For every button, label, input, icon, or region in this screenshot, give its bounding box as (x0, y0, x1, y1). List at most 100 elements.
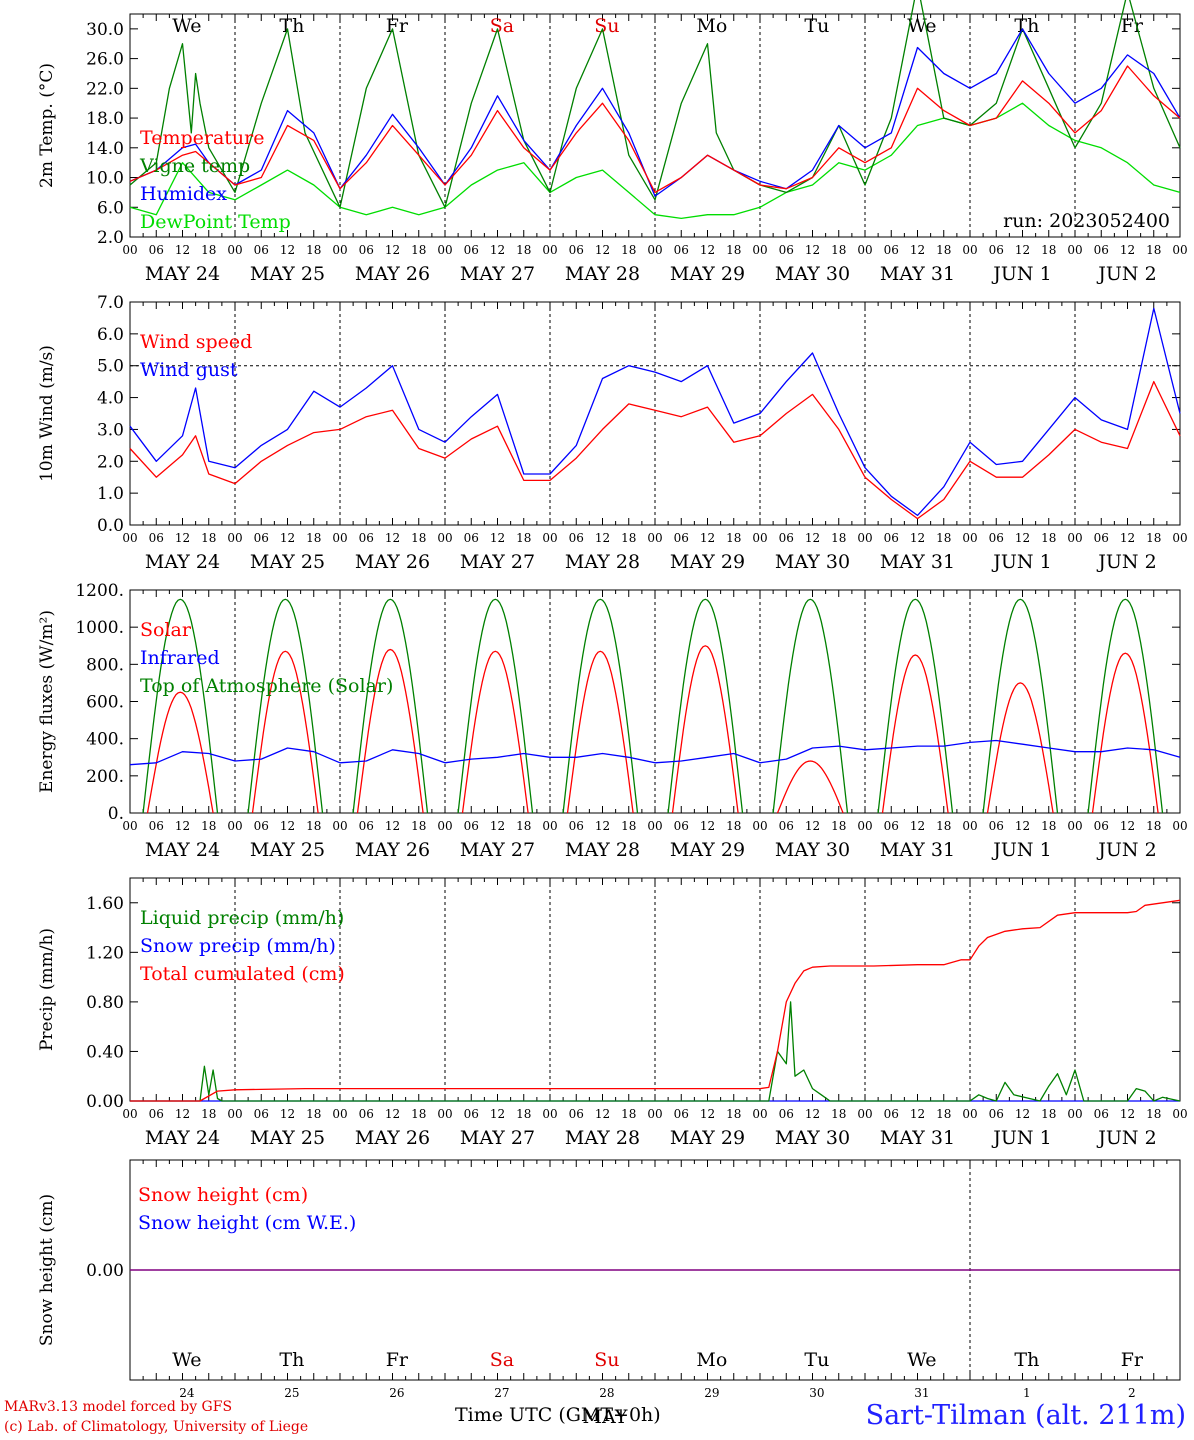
x-date-label: MAY 28 (565, 263, 640, 285)
x-hour-tick-label: 12 (700, 819, 715, 833)
x-hour-tick-label: 00 (437, 819, 452, 833)
panel-frame (129, 301, 1181, 526)
x-hour-tick-label: 06 (569, 1107, 584, 1121)
panel-frame (129, 589, 1181, 814)
legend-infrared: Infrared (140, 647, 220, 669)
x-hour-tick-label: 18 (621, 1107, 636, 1121)
x-hour-tick-label: 06 (884, 243, 899, 257)
x-date-label: MAY 27 (460, 263, 535, 285)
y-axis-label: Precip (mm/h) (37, 928, 57, 1051)
x-date-label: MAY 25 (250, 1127, 325, 1149)
x-hour-tick-label: 18 (936, 1107, 951, 1121)
y-tick-label: 10.0 (86, 169, 124, 189)
legend-snow-height-cm-: Snow height (cm) (138, 1184, 308, 1206)
x-date-label: JUN 1 (991, 263, 1051, 285)
legend-total-cumulated-cm-: Total cumulated (cm) (140, 963, 345, 985)
x-hour-tick-label: 00 (1172, 243, 1187, 257)
x-hour-tick-label: 12 (805, 1107, 820, 1121)
x-hour-tick-label: 18 (201, 531, 216, 545)
x-hour-tick-label: 06 (254, 243, 269, 257)
x-date-label: JUN 1 (991, 839, 1051, 861)
x-hour-tick-label: 12 (910, 1107, 925, 1121)
y-axis-label: Energy fluxes (W/m²) (37, 610, 57, 793)
weekday-label: Fr (1121, 1349, 1144, 1371)
x-hour-tick-label: 18 (621, 819, 636, 833)
x-hour-tick-label: 12 (385, 243, 400, 257)
weekday-label: Su (594, 15, 619, 37)
y-tick-label: 3.0 (97, 420, 124, 440)
infrared-line (129, 739, 1181, 766)
vigne-temp-line (129, 0, 1181, 208)
x-hour-tick-label: 00 (542, 1107, 557, 1121)
x-hour-tick-label: 06 (359, 1107, 374, 1121)
x-hour-tick-label: 06 (254, 819, 269, 833)
x-date-label: JUN 2 (1096, 839, 1156, 861)
toa-solar-line (982, 598, 1059, 814)
y-axis-label: 2m Temp. (°C) (37, 63, 57, 188)
x-hour-tick-label: 00 (752, 819, 767, 833)
x-hour-tick-label: 18 (831, 819, 846, 833)
y-tick-label: 400. (86, 730, 124, 750)
x-hour-tick-label: 00 (1172, 1107, 1187, 1121)
x-hour-tick-label: 00 (227, 243, 242, 257)
toa-solar-line (877, 598, 954, 814)
x-hour-tick-label: 18 (1146, 1107, 1161, 1121)
x-date-label: MAY 26 (355, 1127, 430, 1149)
x-hour-tick-label: 18 (411, 243, 426, 257)
x-hour-tick-label: 18 (621, 531, 636, 545)
x-hour-tick-label: 00 (752, 531, 767, 545)
x-hour-tick-label: 12 (595, 819, 610, 833)
x-hour-tick-label: 12 (1120, 819, 1135, 833)
x-hour-tick-label: 00 (542, 531, 557, 545)
x-hour-tick-label: 00 (122, 531, 137, 545)
solar-line (461, 650, 529, 814)
weekday-label: We (172, 1349, 201, 1371)
x-hour-tick-label: 06 (779, 819, 794, 833)
x-date-label: MAY 24 (145, 551, 220, 573)
y-tick-label: 2.0 (97, 452, 124, 472)
temperature-panel: 2.0 6.0 10.0 14.0 18.0 22.0 26.0 30.0 2m Temp. (… (37, 0, 1188, 285)
x-hour-tick-label: 12 (595, 531, 610, 545)
x-hour-tick-label: 00 (752, 243, 767, 257)
x-date-label: MAY 29 (670, 263, 745, 285)
x-hour-tick-label: 00 (857, 1107, 872, 1121)
x-hour-tick-label: 18 (411, 531, 426, 545)
x-hour-tick-label: 06 (254, 1107, 269, 1121)
legend-vigne-temp: Vigne temp (139, 155, 250, 177)
x-date-label: JUN 1 (991, 551, 1051, 573)
day-number-label: 29 (704, 1386, 719, 1400)
x-hour-tick-label: 00 (857, 243, 872, 257)
dewpoint-line (129, 102, 1181, 220)
x-hour-tick-label: 12 (280, 1107, 295, 1121)
footer-station: Sart-Tilman (alt. 211m) (865, 1400, 1186, 1431)
y-tick-label: 200. (86, 767, 124, 787)
toa-solar-line (457, 598, 534, 814)
x-hour-tick-label: 06 (1094, 531, 1109, 545)
x-hour-tick-label: 06 (884, 819, 899, 833)
x-hour-tick-label: 00 (1067, 531, 1082, 545)
day-number-label: 24 (179, 1386, 195, 1400)
x-hour-tick-label: 12 (280, 243, 295, 257)
x-hour-tick-label: 18 (1041, 243, 1056, 257)
day-number-label: 25 (284, 1386, 299, 1400)
day-number-label: 31 (914, 1386, 929, 1400)
y-tick-label: 1.60 (86, 894, 124, 914)
x-hour-tick-label: 06 (464, 1107, 479, 1121)
x-hour-tick-label: 00 (437, 1107, 452, 1121)
x-hour-tick-label: 00 (227, 531, 242, 545)
x-hour-tick-label: 12 (490, 819, 505, 833)
x-date-label: JUN 2 (1096, 263, 1156, 285)
x-hour-tick-label: 18 (201, 1107, 216, 1121)
x-hour-tick-label: 06 (464, 531, 479, 545)
footer-model: MARv3.13 model forced by GFS (4, 1399, 233, 1415)
y-tick-label: 30.0 (86, 20, 124, 40)
weekday-label: Th (1014, 1349, 1039, 1371)
x-hour-tick-label: 18 (516, 819, 531, 833)
x-hour-tick-label: 18 (936, 819, 951, 833)
wind-panel: 0.0 1.0 2.0 3.0 4.0 5.0 6.0 7.0 10m Wind (m/s) Wi… (37, 293, 1188, 573)
y-tick-label: 1.0 (97, 484, 124, 504)
x-date-label: MAY 27 (460, 839, 535, 861)
snow-panel: 0.00 Snow height (cm) Snow height (cm) Snow… (37, 1159, 1181, 1428)
legend-humidex: Humidex (140, 183, 227, 205)
x-hour-tick-label: 00 (962, 243, 977, 257)
